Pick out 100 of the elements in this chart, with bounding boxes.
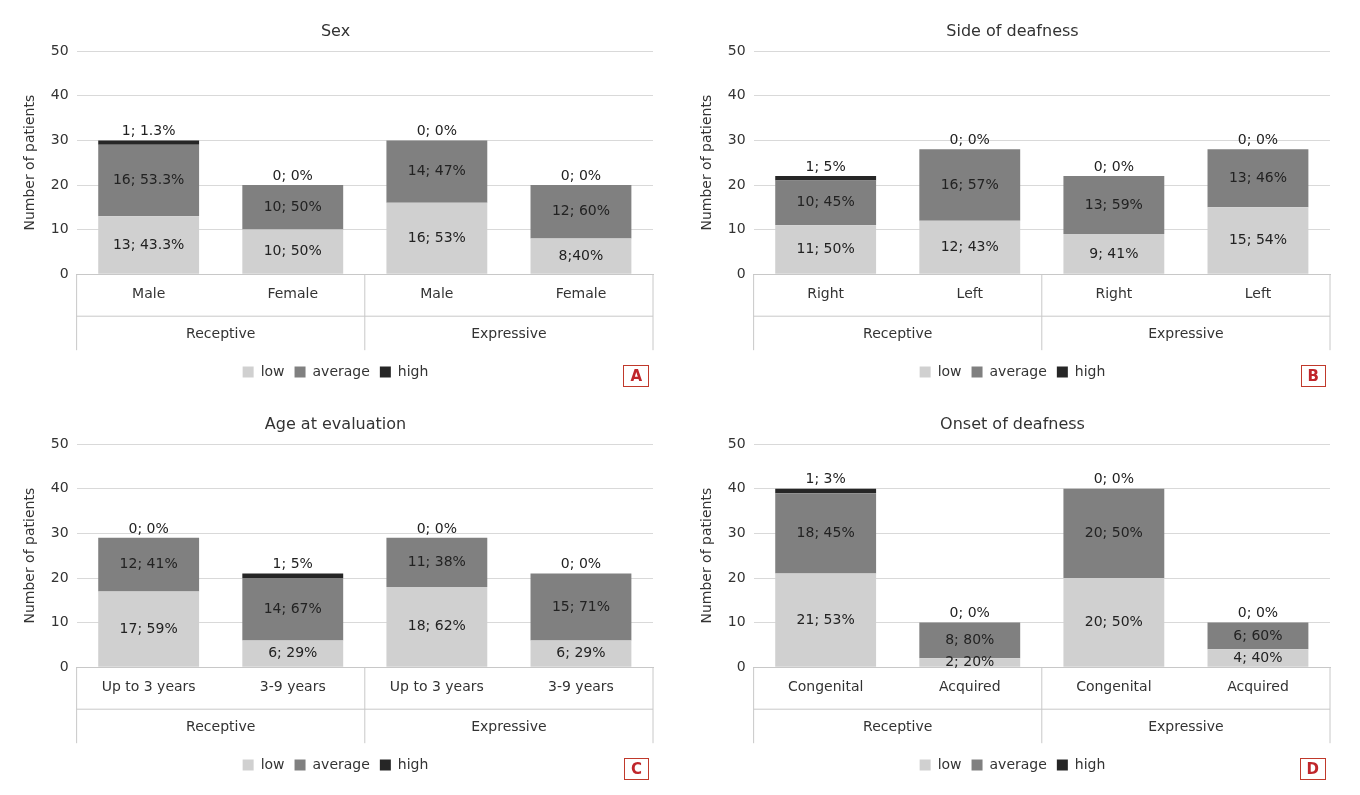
y-tick-label: 40	[50, 479, 69, 496]
x-tick-label: Female	[555, 285, 607, 302]
text: Receptive	[186, 324, 256, 341]
data-label: 0; 0%	[949, 604, 990, 621]
data-label: 6; 29%	[556, 644, 606, 661]
text: A	[623, 365, 649, 387]
data-label: 0; 0%	[1237, 130, 1279, 147]
bar	[1063, 488, 1165, 578]
legend-label: low	[937, 362, 962, 379]
legend-label: high	[1074, 755, 1106, 772]
data-label: 12; 60%	[551, 202, 611, 219]
x-tick-label: Acquired	[938, 678, 1001, 695]
data-label: 4; 40%	[1233, 648, 1283, 665]
data-label: 1; 3%	[805, 470, 846, 487]
bar	[530, 573, 632, 641]
bar	[775, 488, 877, 494]
legend-label: low	[260, 362, 285, 379]
legend-label: high	[397, 755, 429, 772]
data-label: 14; 67%	[263, 599, 322, 616]
text: Receptive	[186, 717, 256, 734]
bar	[98, 144, 200, 217]
data-label: 10; 50%	[263, 197, 322, 214]
x-tick-label: Right	[807, 285, 845, 302]
data-label: 0; 0%	[416, 519, 457, 536]
data-label: 18; 45%	[796, 524, 855, 541]
data-label: 1; 1.3%	[121, 122, 176, 139]
x-tick-label: Congenital	[787, 678, 864, 695]
x-tick-label: Up to 3 years	[389, 678, 484, 695]
data-label: 16; 57%	[940, 175, 999, 192]
data-label: 18; 62%	[407, 617, 466, 634]
y-tick-label: 30	[50, 131, 69, 148]
text: Expressive	[1148, 324, 1224, 341]
x-tick-label: 3-9 years	[548, 678, 614, 695]
data-label: 0; 0%	[1093, 157, 1134, 174]
chart-title: Age at evaluation	[264, 413, 407, 433]
y-tick-label: 0	[59, 657, 69, 674]
bar	[242, 185, 344, 230]
bar	[919, 149, 1021, 221]
chart-title: Side of deafness	[946, 20, 1079, 40]
data-label: 0; 0%	[560, 555, 602, 572]
y-tick-label: 40	[727, 479, 746, 496]
legend-label: high	[1074, 362, 1106, 379]
y-tick-label: 20	[50, 175, 69, 192]
text: Expressive	[471, 717, 547, 734]
data-label: 6; 29%	[268, 644, 318, 661]
y-tick-label: 20	[727, 175, 746, 192]
legend-label: average	[312, 362, 370, 379]
text: C	[623, 758, 649, 780]
data-label: 1; 5%	[805, 157, 846, 174]
data-label: 0; 0%	[1093, 470, 1134, 487]
y-axis-title: Number of patients	[698, 487, 715, 624]
data-label: 10; 50%	[263, 242, 322, 259]
data-label: 20; 50%	[1084, 524, 1143, 541]
data-label: 0; 0%	[1237, 604, 1279, 621]
data-label: 11; 38%	[407, 553, 466, 570]
bar	[242, 573, 344, 578]
data-label: 14; 47%	[407, 162, 466, 179]
data-label: 11; 50%	[796, 240, 855, 257]
y-tick-label: 10	[50, 220, 69, 237]
text: Receptive	[863, 717, 933, 734]
data-label: 1; 5%	[272, 555, 313, 572]
y-axis-title: Number of patients	[21, 94, 38, 231]
data-label: 15; 71%	[551, 597, 611, 614]
y-tick-label: 0	[59, 264, 69, 281]
data-label: 0; 0%	[128, 519, 169, 536]
y-tick-label: 40	[727, 86, 746, 103]
x-tick-label: Left	[956, 285, 984, 302]
legend-label: average	[989, 755, 1047, 772]
bar	[242, 578, 344, 641]
y-tick-label: 0	[736, 657, 746, 674]
y-axis-title: Number of patients	[21, 487, 38, 624]
text: D	[1299, 758, 1326, 780]
data-label: 2; 20%	[945, 653, 995, 670]
x-tick-label: Male	[420, 285, 454, 302]
y-tick-label: 30	[50, 524, 69, 541]
data-label: 0; 0%	[416, 122, 457, 139]
data-label: 12; 43%	[940, 237, 999, 254]
y-tick-label: 20	[727, 568, 746, 585]
data-label: 0; 0%	[272, 166, 313, 183]
legend-label: low	[260, 755, 285, 772]
data-label: 16; 53.3%	[112, 171, 185, 188]
y-tick-label: 50	[50, 434, 69, 451]
x-tick-label: Male	[132, 285, 166, 302]
x-tick-label: Right	[1095, 285, 1133, 302]
data-label: 12; 41%	[119, 555, 178, 572]
y-tick-label: 10	[727, 613, 746, 630]
bar	[775, 180, 877, 226]
text: Receptive	[863, 324, 933, 341]
data-label: 10; 45%	[796, 193, 855, 210]
data-label: 8;40%	[558, 246, 604, 263]
chart-title: Onset of deafness	[940, 413, 1085, 433]
chart-title: Sex	[320, 20, 351, 40]
y-tick-label: 40	[50, 86, 69, 103]
data-label: 13; 46%	[1228, 168, 1288, 185]
y-tick-label: 20	[50, 568, 69, 585]
x-tick-label: Congenital	[1076, 678, 1152, 695]
y-tick-label: 50	[50, 41, 69, 58]
x-tick-label: Female	[267, 285, 319, 302]
x-tick-label: Left	[1244, 285, 1272, 302]
data-label: 9; 41%	[1089, 244, 1139, 261]
